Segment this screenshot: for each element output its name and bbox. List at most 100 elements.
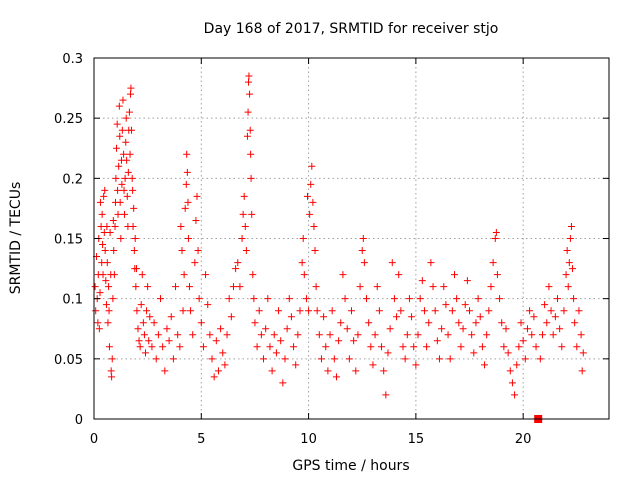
data-point <box>304 192 312 200</box>
data-point <box>455 319 463 327</box>
data-point <box>195 295 203 303</box>
data-points <box>91 72 587 423</box>
data-point <box>264 295 272 303</box>
data-point <box>112 174 120 182</box>
data-point <box>106 228 114 236</box>
data-point <box>345 355 353 363</box>
data-point <box>242 247 250 255</box>
data-point <box>192 216 200 224</box>
data-point <box>380 367 388 375</box>
x-tick-label: 0 <box>90 432 98 447</box>
data-point <box>246 126 254 134</box>
data-point <box>128 126 136 134</box>
data-point <box>343 325 351 333</box>
data-point <box>360 259 368 267</box>
data-point <box>148 343 156 351</box>
data-point <box>429 283 437 291</box>
data-point <box>367 343 375 351</box>
data-point <box>184 235 192 242</box>
data-point <box>528 331 536 339</box>
data-point <box>133 307 141 315</box>
data-point <box>397 307 405 315</box>
data-point <box>116 198 124 206</box>
data-point <box>401 355 409 363</box>
data-point <box>255 307 263 315</box>
data-point <box>134 325 142 333</box>
data-point <box>108 355 116 363</box>
data-point <box>229 283 237 291</box>
data-point <box>96 289 104 297</box>
data-point <box>356 283 364 291</box>
data-point <box>287 313 295 321</box>
data-point <box>414 331 422 339</box>
data-point <box>541 301 549 309</box>
data-point <box>317 355 325 363</box>
data-point <box>163 325 171 333</box>
data-point <box>260 355 268 363</box>
data-point <box>108 373 116 381</box>
data-point <box>573 343 581 351</box>
data-point <box>431 307 439 315</box>
data-point <box>121 174 129 182</box>
data-point <box>335 337 343 345</box>
data-point <box>193 192 201 200</box>
data-point <box>138 271 146 279</box>
data-point <box>444 331 452 339</box>
data-point <box>152 355 160 363</box>
data-point <box>180 271 188 279</box>
data-point <box>132 265 140 273</box>
y-tick-label: 0.2 <box>62 172 83 187</box>
data-point <box>182 180 190 188</box>
data-point <box>131 235 139 242</box>
data-point <box>157 295 165 303</box>
data-point <box>110 271 118 279</box>
data-point <box>244 108 252 116</box>
data-point <box>194 247 202 255</box>
data-point <box>110 247 118 255</box>
data-point <box>521 355 529 363</box>
data-point <box>109 216 117 224</box>
data-point <box>453 295 461 303</box>
data-point <box>179 307 187 315</box>
data-point <box>219 349 227 357</box>
data-point <box>174 331 182 339</box>
data-point <box>543 319 551 327</box>
data-point <box>476 313 484 321</box>
data-point <box>247 174 255 182</box>
data-point <box>489 259 497 267</box>
data-point <box>312 283 320 291</box>
data-point <box>122 114 130 122</box>
data-point <box>238 235 246 242</box>
data-point <box>214 367 222 375</box>
data-point <box>113 144 121 152</box>
data-point <box>492 228 500 236</box>
y-axis-label: SRMTID / TECUs <box>8 182 24 295</box>
data-point <box>311 247 319 255</box>
data-point <box>472 319 480 327</box>
data-point <box>556 325 564 333</box>
data-point <box>281 355 289 363</box>
data-point <box>435 355 443 363</box>
data-point <box>243 132 251 140</box>
data-point <box>116 132 124 140</box>
data-point <box>130 247 138 255</box>
data-point <box>126 90 134 98</box>
data-point <box>169 355 177 363</box>
data-point <box>341 295 349 303</box>
data-point <box>564 283 572 291</box>
data-point <box>125 108 133 116</box>
data-point <box>579 349 587 357</box>
data-point <box>560 307 568 315</box>
data-point <box>126 150 134 158</box>
data-point <box>386 325 394 333</box>
data-point <box>451 271 458 279</box>
data-point <box>468 331 476 339</box>
data-point <box>352 367 360 375</box>
data-point <box>101 186 109 194</box>
data-point <box>124 168 132 176</box>
data-point <box>420 307 428 315</box>
data-point <box>558 343 566 351</box>
data-point <box>425 319 433 327</box>
data-point <box>183 150 191 158</box>
